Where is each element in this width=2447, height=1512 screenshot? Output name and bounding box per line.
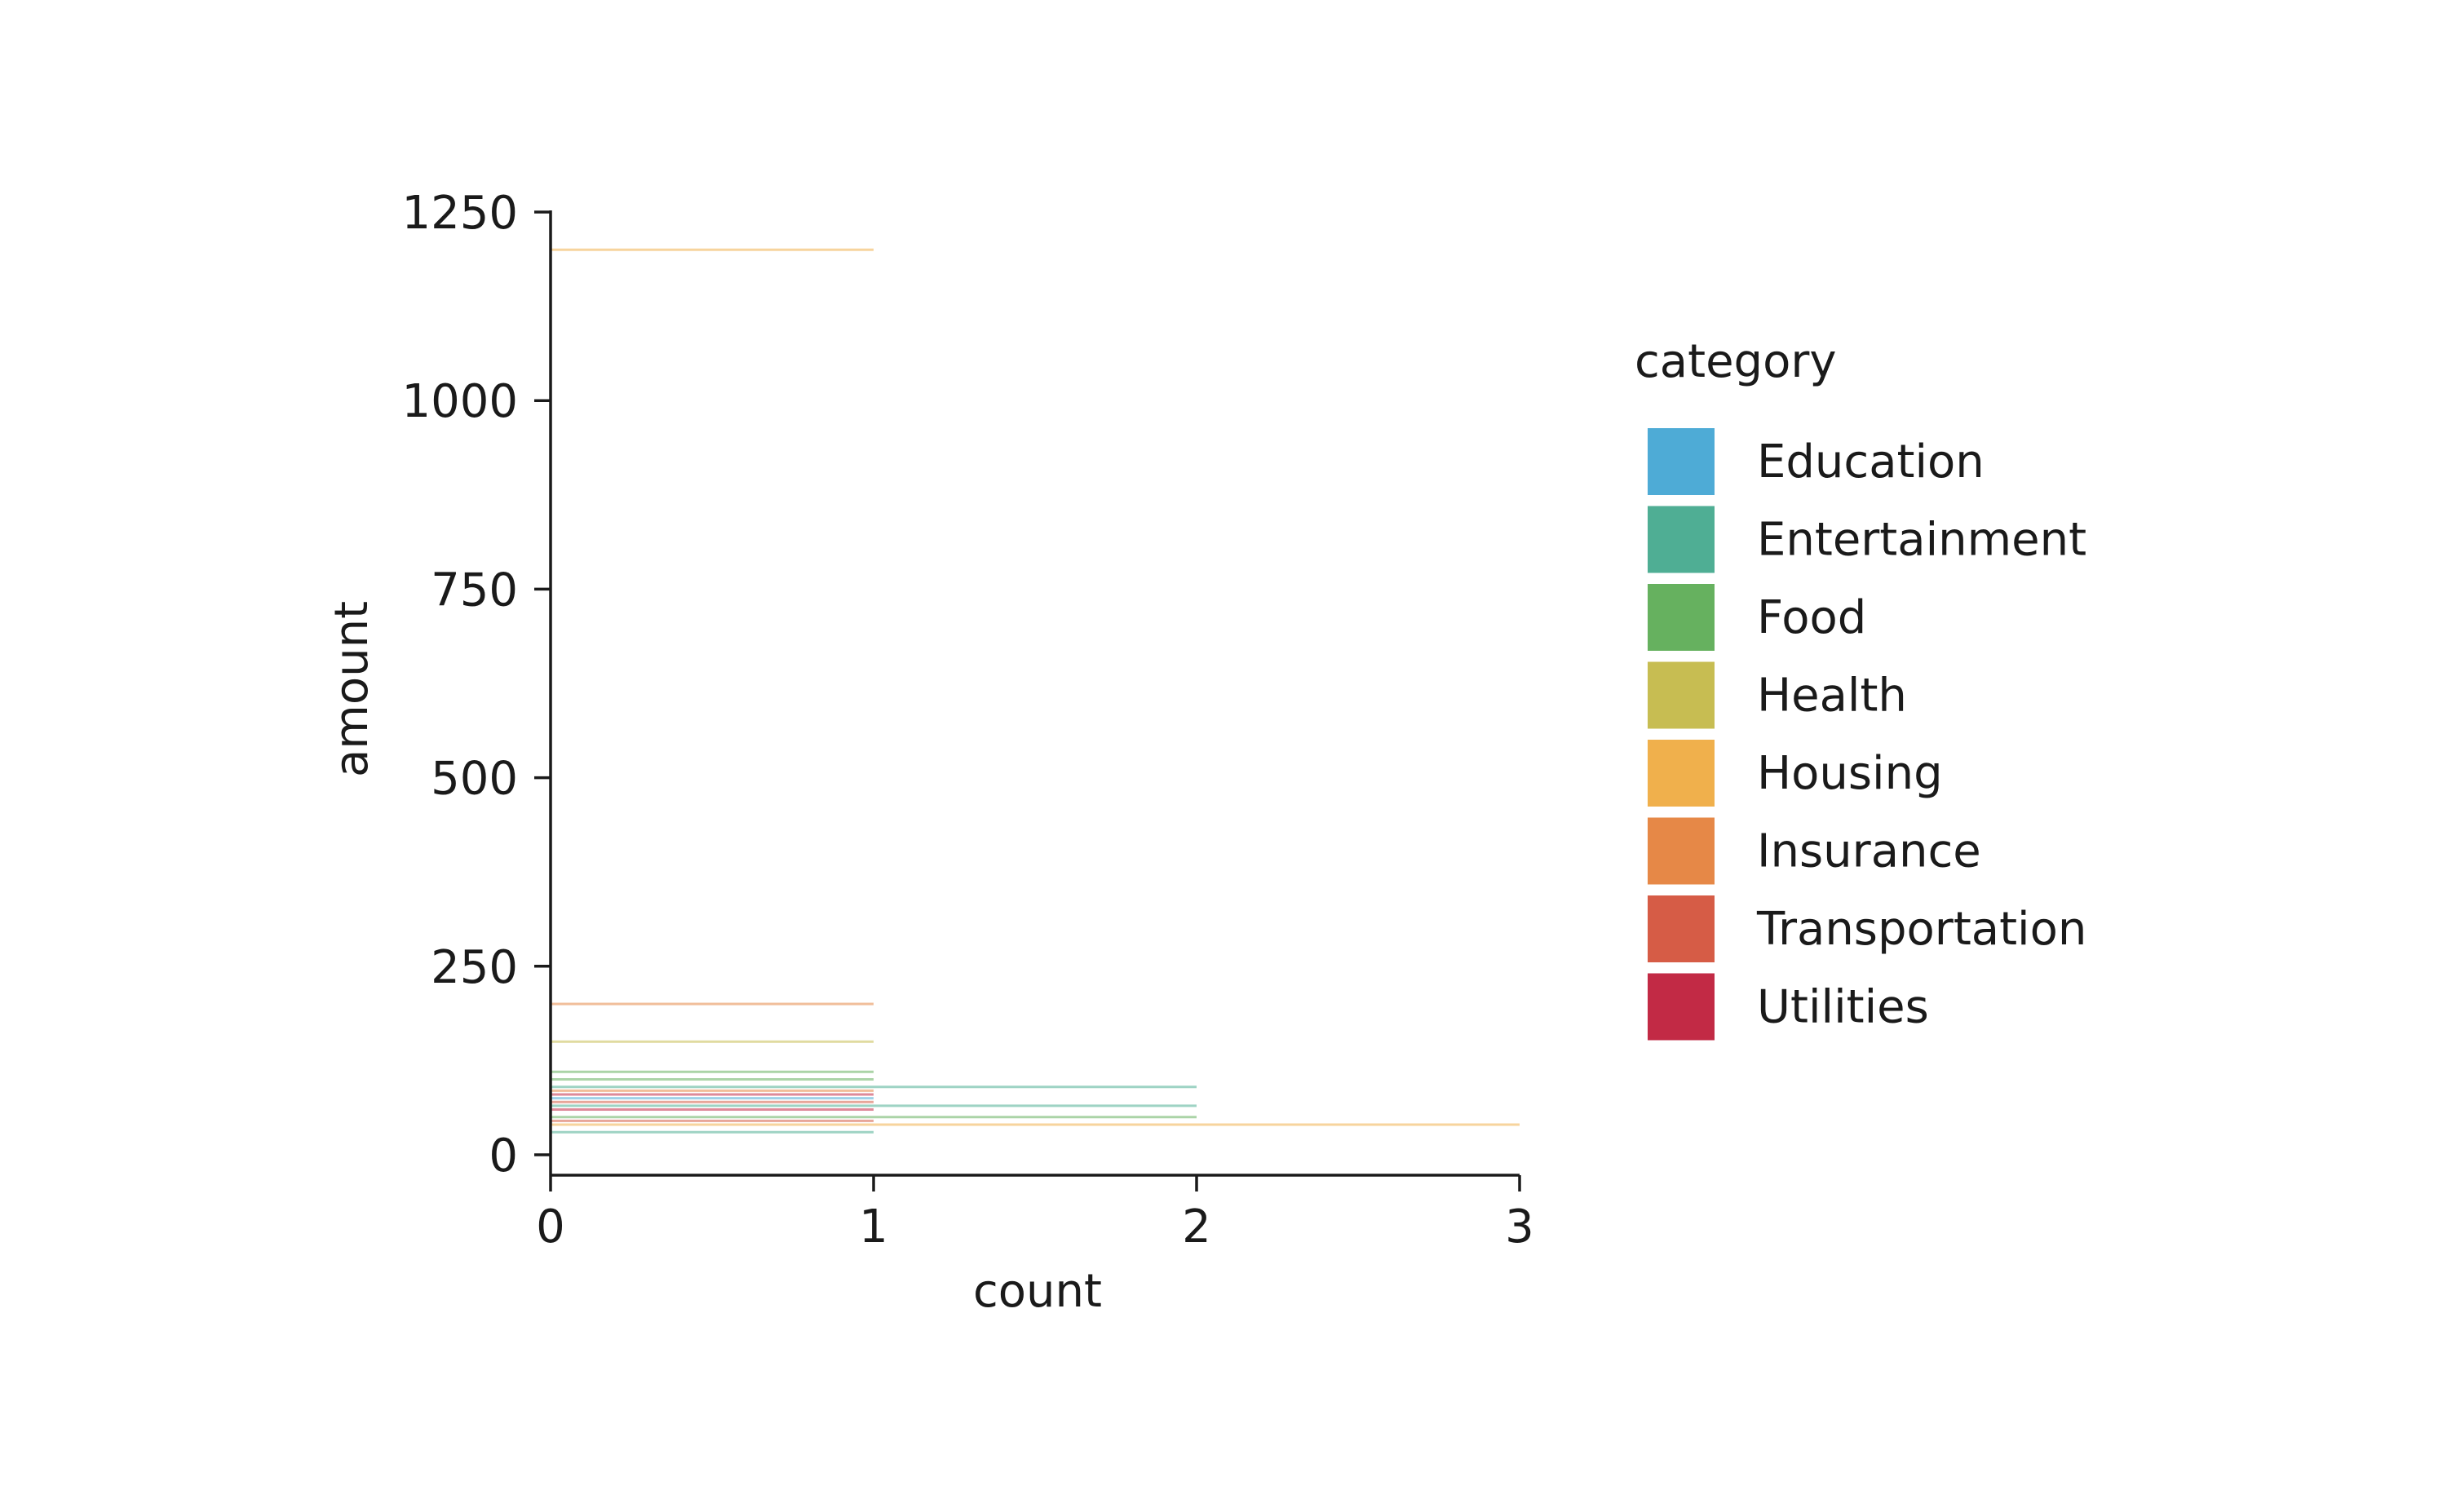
legend: category Education Entertainment Food Healt… xyxy=(1635,335,2086,1041)
legend-title: category xyxy=(1635,335,1837,388)
bar-housing-40 xyxy=(551,1123,1520,1126)
legend-swatch-food xyxy=(1648,584,1715,651)
bar-transportation-45 xyxy=(551,1119,874,1122)
x-tick-label-1: 1 xyxy=(859,1200,888,1253)
bar-housing-1200 xyxy=(551,248,874,251)
bars-layer xyxy=(551,248,1520,1134)
legend-swatch-housing xyxy=(1648,740,1715,807)
y-tick-label-500: 500 xyxy=(431,753,518,806)
legend-swatch-utilities xyxy=(1648,973,1715,1041)
y-tick-label-750: 750 xyxy=(431,564,518,617)
bar-insurance-200 xyxy=(551,1002,874,1006)
legend-entries: Education Entertainment Food Health Housing I… xyxy=(1648,428,2086,1041)
legend-label-transportation: Transportation xyxy=(1756,903,2086,956)
legend-swatch-health xyxy=(1648,661,1715,729)
legend-label-insurance: Insurance xyxy=(1757,825,1981,878)
y-tick-label-0: 0 xyxy=(489,1130,518,1183)
x-tick-label-2: 2 xyxy=(1182,1200,1211,1253)
bar-health-150 xyxy=(551,1040,874,1043)
legend-swatch-insurance xyxy=(1648,817,1715,885)
legend-label-utilities: Utilities xyxy=(1757,981,1929,1034)
legend-label-entertainment: Entertainment xyxy=(1757,514,2086,567)
bar-food-110 xyxy=(551,1070,874,1073)
legend-swatch-entertainment xyxy=(1648,506,1715,573)
legend-label-food: Food xyxy=(1757,591,1866,644)
bar-utilities-60 xyxy=(551,1108,874,1112)
legend-label-education: Education xyxy=(1757,435,1985,489)
y-axis-label: amount xyxy=(325,601,378,777)
legend-label-health: Health xyxy=(1757,670,1907,723)
bar-education-75 xyxy=(551,1097,874,1100)
bar-insurance-85 xyxy=(551,1089,874,1092)
y-tick-label-1250: 1250 xyxy=(401,187,518,240)
x-axis-label: count xyxy=(973,1265,1102,1318)
legend-label-housing: Housing xyxy=(1757,747,1943,800)
bar-transportation-70 xyxy=(551,1100,874,1103)
legend-swatch-education xyxy=(1648,428,1715,495)
x-tick-label-3: 3 xyxy=(1505,1200,1534,1253)
y-tick-label-250: 250 xyxy=(431,941,518,994)
y-tick-label-1000: 1000 xyxy=(401,375,518,428)
bar-entertainment-30 xyxy=(551,1130,874,1134)
axes-layer: 0 250 500 750 1000 1250 0 1 2 3 xyxy=(401,187,1533,1253)
bar-entertainment-65 xyxy=(551,1104,1197,1107)
bar-utilities-80 xyxy=(551,1093,874,1096)
x-tick-label-0: 0 xyxy=(536,1200,565,1253)
bar-food-100 xyxy=(551,1078,874,1081)
legend-swatch-transportation xyxy=(1648,895,1715,962)
bar-entertainment-90 xyxy=(551,1085,1197,1089)
bar-food-50 xyxy=(551,1116,1197,1119)
